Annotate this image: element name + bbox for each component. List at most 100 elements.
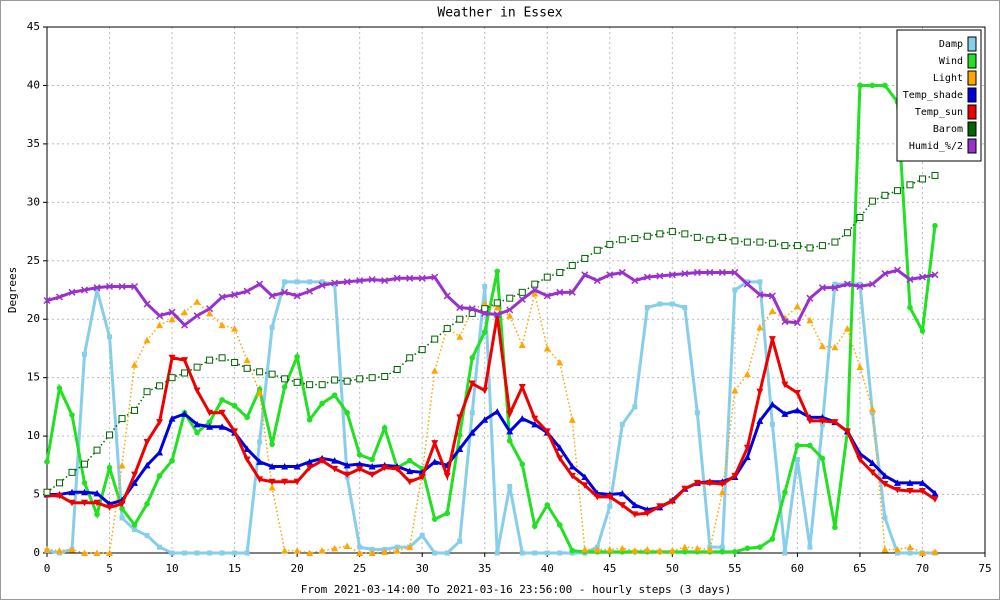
point — [718, 488, 726, 496]
point — [169, 457, 175, 464]
point — [568, 288, 576, 296]
point — [557, 550, 563, 556]
point — [906, 543, 914, 551]
point — [256, 458, 264, 465]
point — [631, 511, 639, 518]
point — [431, 367, 439, 374]
point — [318, 457, 326, 465]
legend-swatch — [967, 121, 977, 137]
point — [706, 545, 714, 553]
point — [744, 545, 751, 552]
point — [543, 428, 551, 435]
point — [931, 489, 939, 497]
point — [856, 214, 864, 222]
legend-swatch — [967, 36, 977, 52]
point — [531, 280, 539, 288]
point — [169, 550, 175, 556]
point — [357, 544, 363, 550]
point — [731, 237, 739, 245]
y-tick-label: 40 — [27, 78, 40, 91]
point — [356, 465, 364, 473]
point — [218, 354, 226, 362]
point — [181, 357, 189, 364]
point — [68, 468, 76, 476]
point — [756, 417, 764, 424]
point — [131, 406, 139, 414]
point — [793, 389, 801, 397]
point — [256, 386, 263, 393]
point — [768, 401, 776, 408]
point — [143, 336, 151, 344]
point — [393, 547, 401, 554]
point — [769, 421, 775, 427]
point — [232, 550, 238, 556]
point — [206, 356, 214, 364]
point — [55, 293, 64, 301]
point — [869, 82, 876, 89]
point — [882, 82, 888, 89]
point — [743, 370, 751, 378]
point — [456, 414, 464, 421]
point — [132, 527, 138, 533]
point — [718, 233, 726, 241]
point — [756, 238, 764, 246]
point — [218, 293, 226, 301]
point — [356, 452, 363, 458]
point — [318, 381, 326, 389]
y-tick-label: 20 — [27, 312, 40, 325]
point — [256, 476, 264, 483]
point — [307, 279, 313, 285]
point — [281, 375, 289, 383]
point — [756, 388, 764, 396]
point — [818, 284, 826, 292]
point — [544, 502, 551, 508]
point — [568, 463, 576, 470]
point — [456, 432, 463, 438]
point — [893, 266, 901, 274]
point — [494, 550, 500, 556]
point — [606, 545, 614, 553]
point — [482, 283, 488, 289]
point — [243, 364, 251, 372]
point — [218, 423, 226, 430]
point — [857, 82, 863, 89]
point — [219, 397, 225, 403]
x-tick-label: 25 — [353, 562, 366, 575]
x-tick-label: 10 — [165, 562, 178, 575]
point — [468, 305, 476, 313]
point — [269, 441, 275, 448]
point — [732, 287, 738, 293]
point — [681, 270, 689, 278]
point — [606, 493, 614, 501]
point — [494, 268, 501, 275]
point — [68, 545, 76, 553]
point — [206, 305, 214, 313]
point — [606, 240, 614, 248]
point — [481, 309, 489, 317]
point — [932, 222, 938, 229]
point — [56, 479, 64, 487]
point — [343, 542, 351, 549]
point — [106, 549, 114, 556]
point — [81, 499, 89, 507]
point — [681, 543, 689, 551]
point — [693, 479, 701, 487]
x-tick-label: 60 — [791, 562, 804, 575]
point — [81, 549, 89, 556]
point — [644, 305, 650, 311]
point — [781, 242, 789, 250]
point — [243, 356, 251, 364]
point — [606, 271, 614, 279]
point — [856, 456, 864, 463]
point — [894, 550, 900, 556]
point — [543, 292, 551, 300]
point — [331, 376, 339, 384]
point — [893, 479, 901, 486]
point — [768, 307, 776, 315]
point — [793, 302, 801, 310]
point — [881, 481, 889, 488]
point — [481, 416, 489, 423]
point — [193, 298, 201, 305]
point — [693, 233, 701, 241]
point — [769, 536, 776, 542]
